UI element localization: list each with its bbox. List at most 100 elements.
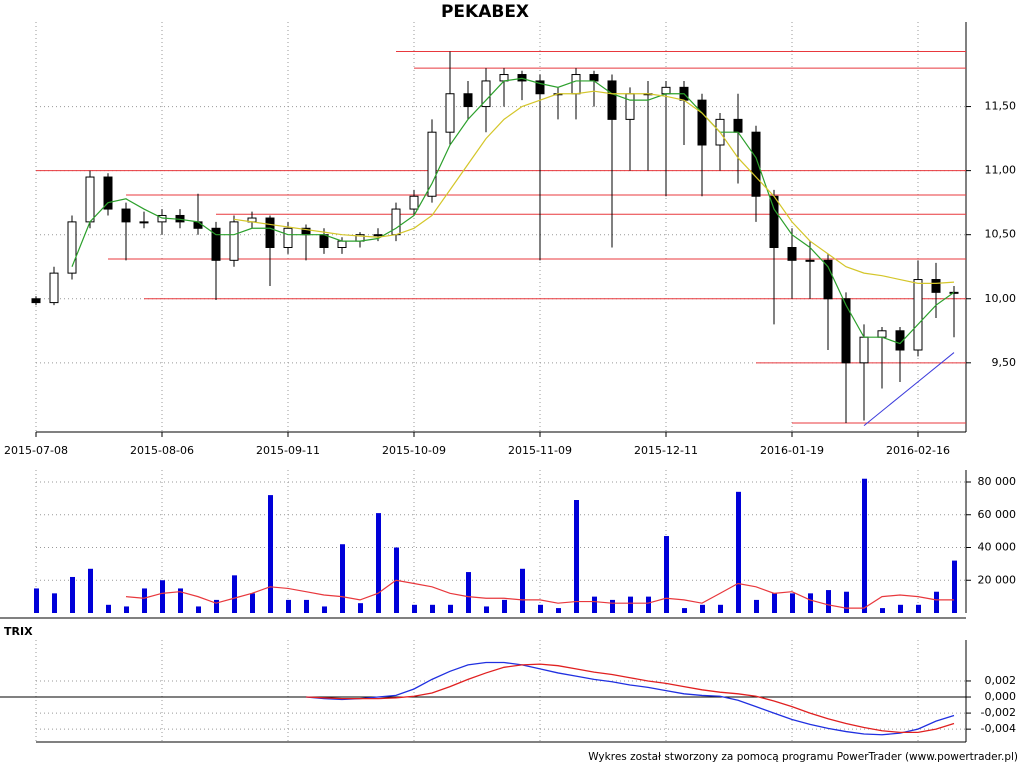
trix-tick-label: -0,002 bbox=[981, 706, 1016, 719]
candle-body bbox=[913, 279, 923, 351]
candle-body bbox=[607, 80, 617, 120]
trix-tick-label: -0,004 bbox=[981, 722, 1016, 735]
volume-bar bbox=[754, 599, 759, 613]
candle-body bbox=[409, 195, 419, 210]
volume-bar bbox=[718, 604, 723, 613]
candle-body bbox=[391, 208, 401, 236]
candle-body bbox=[85, 176, 95, 223]
candle-body bbox=[445, 93, 455, 133]
volume-bar bbox=[664, 536, 669, 613]
volume-bar bbox=[178, 588, 183, 613]
candle-body bbox=[265, 217, 275, 248]
candle-body bbox=[859, 336, 869, 364]
volume-bar bbox=[790, 593, 795, 613]
volume-bar bbox=[448, 604, 453, 613]
candle-body bbox=[823, 259, 833, 300]
volume-bar bbox=[286, 599, 291, 613]
volume-bar bbox=[502, 599, 507, 613]
x-tick-label: 2015-08-06 bbox=[130, 444, 194, 457]
volume-bar bbox=[898, 604, 903, 613]
candle-body bbox=[229, 221, 239, 261]
candle-body bbox=[319, 234, 329, 248]
volume-bar bbox=[304, 599, 309, 613]
volume-bar bbox=[124, 606, 129, 613]
volume-tick-label: 80 000 bbox=[978, 475, 1017, 488]
y-tick-label: 10,50 bbox=[985, 228, 1017, 241]
volume-bar bbox=[844, 591, 849, 613]
volume-tick-label: 60 000 bbox=[978, 508, 1017, 521]
trix-line bbox=[305, 661, 955, 736]
candle-body bbox=[211, 227, 221, 261]
volume-bar bbox=[322, 606, 327, 613]
volume-bar bbox=[628, 596, 633, 613]
trix-line bbox=[305, 663, 955, 734]
candle-body bbox=[481, 80, 491, 108]
candle-body bbox=[121, 208, 131, 223]
x-tick-label: 2015-07-08 bbox=[4, 444, 68, 457]
volume-bar bbox=[358, 603, 363, 613]
candle-body bbox=[661, 86, 671, 95]
y-tick-label: 9,50 bbox=[992, 356, 1017, 369]
candle-body bbox=[931, 279, 941, 293]
candle-body bbox=[463, 93, 473, 108]
candle-body bbox=[589, 74, 599, 82]
y-tick-label: 10,00 bbox=[985, 292, 1017, 305]
y-tick-label: 11,00 bbox=[985, 164, 1017, 177]
volume-bar bbox=[880, 608, 885, 613]
volume-bar bbox=[736, 491, 741, 613]
volume-bar bbox=[484, 606, 489, 613]
x-tick-label: 2015-11-09 bbox=[508, 444, 572, 457]
indicator-title: TRIX bbox=[4, 625, 33, 638]
volume-bar bbox=[430, 604, 435, 613]
candle-body bbox=[427, 131, 437, 197]
candle-body bbox=[751, 131, 761, 197]
moving-average bbox=[71, 77, 955, 345]
candle-body bbox=[571, 74, 581, 95]
candle-body bbox=[49, 272, 59, 304]
x-tick-label: 2015-10-09 bbox=[382, 444, 446, 457]
volume-bar bbox=[196, 606, 201, 613]
volume-bar bbox=[34, 588, 39, 613]
x-tick-label: 2016-02-16 bbox=[886, 444, 950, 457]
candle-body bbox=[373, 234, 383, 237]
volume-bar bbox=[682, 608, 687, 613]
volume-bar bbox=[646, 596, 651, 613]
volume-bar bbox=[772, 593, 777, 613]
volume-bar bbox=[70, 576, 75, 613]
chart-title: PEKABEX bbox=[441, 2, 529, 22]
x-tick-label: 2015-09-11 bbox=[256, 444, 320, 457]
volume-bar bbox=[862, 478, 867, 613]
candle-body bbox=[193, 221, 203, 229]
volume-bar bbox=[700, 604, 705, 613]
candle-body bbox=[697, 99, 707, 146]
x-tick-label: 2015-12-11 bbox=[634, 444, 698, 457]
candle-body bbox=[31, 298, 41, 304]
volume-bar bbox=[88, 568, 93, 613]
trendline bbox=[863, 352, 955, 426]
volume-bar bbox=[952, 560, 957, 613]
moving-average bbox=[233, 90, 955, 284]
candle-body bbox=[517, 74, 527, 82]
volume-bar bbox=[538, 604, 543, 613]
volume-average bbox=[125, 579, 954, 609]
volume-bar bbox=[160, 580, 165, 613]
trix-tick-label: 0,002 bbox=[985, 674, 1017, 687]
candle-body bbox=[625, 93, 635, 120]
candle-body bbox=[139, 221, 149, 224]
volume-bar bbox=[106, 604, 111, 613]
candle-body bbox=[733, 118, 743, 133]
candle-body bbox=[283, 227, 293, 248]
volume-bar bbox=[376, 513, 381, 613]
candle-body bbox=[895, 330, 905, 351]
volume-bar bbox=[214, 599, 219, 613]
candle-body bbox=[535, 80, 545, 95]
volume-bar bbox=[610, 599, 615, 613]
candle-body bbox=[787, 247, 797, 261]
trix-tick-label: 0,000 bbox=[985, 690, 1017, 703]
candle-body bbox=[337, 240, 347, 248]
volume-bar bbox=[934, 591, 939, 613]
volume-bar bbox=[808, 593, 813, 613]
x-tick-label: 2016-01-19 bbox=[760, 444, 824, 457]
